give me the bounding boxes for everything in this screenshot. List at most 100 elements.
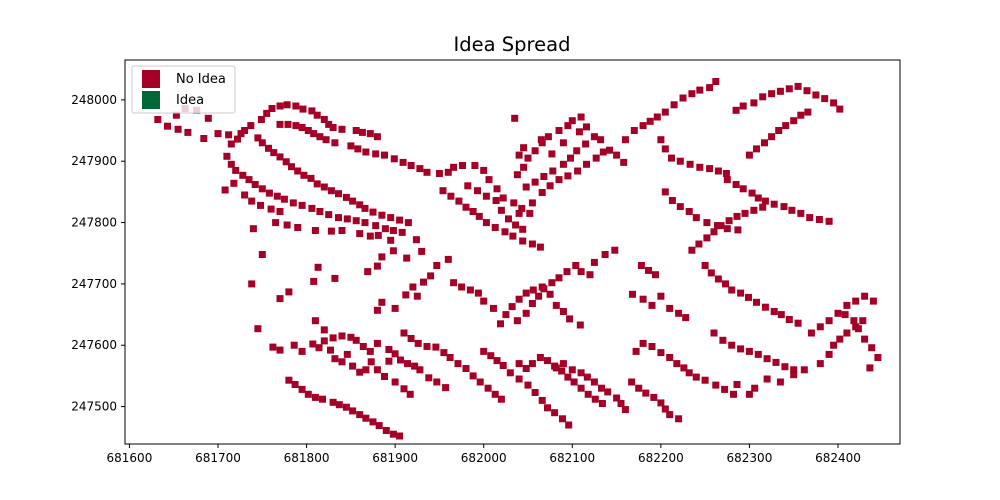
data-point — [315, 344, 323, 352]
data-point — [349, 407, 357, 415]
data-point — [834, 309, 842, 317]
data-point — [276, 102, 284, 110]
x-tick-label: 682200 — [638, 451, 684, 465]
data-point — [439, 187, 447, 195]
data-point — [670, 101, 678, 109]
data-point — [559, 160, 567, 168]
data-point — [598, 400, 606, 407]
data-point — [714, 275, 722, 283]
data-point — [338, 227, 346, 234]
data-point — [606, 146, 613, 154]
data-point — [276, 295, 284, 303]
data-point — [866, 364, 874, 372]
data-point — [776, 87, 784, 95]
data-point — [661, 145, 669, 153]
data-point — [484, 384, 492, 392]
data-point — [843, 301, 851, 309]
x-tick-label: 681600 — [107, 451, 153, 465]
data-point — [790, 371, 798, 379]
data-point — [298, 347, 306, 355]
data-point — [412, 236, 420, 244]
data-point — [652, 271, 659, 279]
data-point — [469, 208, 477, 215]
data-point — [284, 120, 292, 128]
data-point — [397, 356, 404, 364]
data-point — [358, 128, 366, 136]
data-point — [283, 101, 291, 109]
data-point — [695, 240, 703, 248]
data-point — [480, 297, 488, 305]
data-point — [409, 283, 417, 291]
data-point — [725, 217, 733, 225]
data-point — [444, 168, 452, 176]
data-point — [320, 337, 328, 345]
data-point — [531, 147, 539, 155]
data-point — [621, 136, 629, 144]
data-point — [359, 343, 367, 350]
data-point — [308, 204, 316, 212]
data-point — [338, 358, 346, 366]
data-point — [304, 390, 312, 398]
data-point — [288, 163, 295, 171]
data-point — [568, 117, 576, 125]
data-point — [519, 225, 527, 233]
data-point — [511, 114, 519, 122]
data-point — [797, 209, 805, 217]
data-point — [174, 125, 182, 133]
data-point — [825, 350, 833, 358]
data-point — [584, 390, 592, 398]
data-point — [544, 133, 552, 141]
data-point — [454, 360, 462, 368]
data-point — [290, 341, 298, 349]
data-point — [642, 389, 650, 397]
data-point — [373, 262, 381, 270]
data-point — [745, 293, 752, 301]
data-point — [241, 191, 249, 199]
data-point — [381, 225, 389, 233]
data-point — [404, 360, 411, 368]
data-point — [841, 311, 849, 319]
data-point — [591, 395, 599, 403]
data-point — [433, 262, 441, 269]
data-point — [528, 199, 536, 207]
data-point — [184, 128, 192, 136]
data-point — [381, 373, 388, 380]
data-point — [599, 148, 607, 156]
data-point — [307, 174, 315, 182]
chart-title: Idea Spread — [454, 33, 571, 56]
data-point — [657, 399, 665, 407]
data-point — [583, 160, 590, 168]
data-point — [528, 360, 536, 368]
y-tick-label: 247500 — [71, 400, 117, 414]
data-point — [768, 90, 776, 98]
data-point — [723, 225, 731, 233]
data-point — [241, 127, 249, 134]
data-point — [666, 354, 674, 361]
legend-label-no-idea: No Idea — [176, 72, 226, 87]
data-point — [466, 286, 474, 294]
data-point — [373, 133, 381, 141]
data-point — [258, 185, 266, 193]
data-point — [555, 127, 563, 134]
data-point — [745, 347, 753, 355]
data-point — [630, 127, 638, 134]
data-point — [737, 345, 745, 353]
data-point — [227, 140, 235, 148]
data-point — [369, 208, 377, 216]
legend-swatch-idea — [142, 91, 160, 109]
data-point — [748, 189, 756, 197]
data-point — [413, 292, 421, 300]
data-point — [794, 319, 802, 327]
data-point — [310, 130, 318, 138]
data-point — [733, 381, 741, 388]
data-point — [378, 298, 386, 306]
data-point — [739, 102, 747, 110]
data-point — [311, 393, 319, 401]
data-point — [806, 214, 814, 222]
data-point — [502, 311, 510, 319]
data-point — [282, 158, 290, 166]
data-point — [836, 105, 844, 113]
data-point — [349, 197, 357, 205]
data-point — [707, 269, 715, 277]
data-point — [352, 217, 360, 225]
